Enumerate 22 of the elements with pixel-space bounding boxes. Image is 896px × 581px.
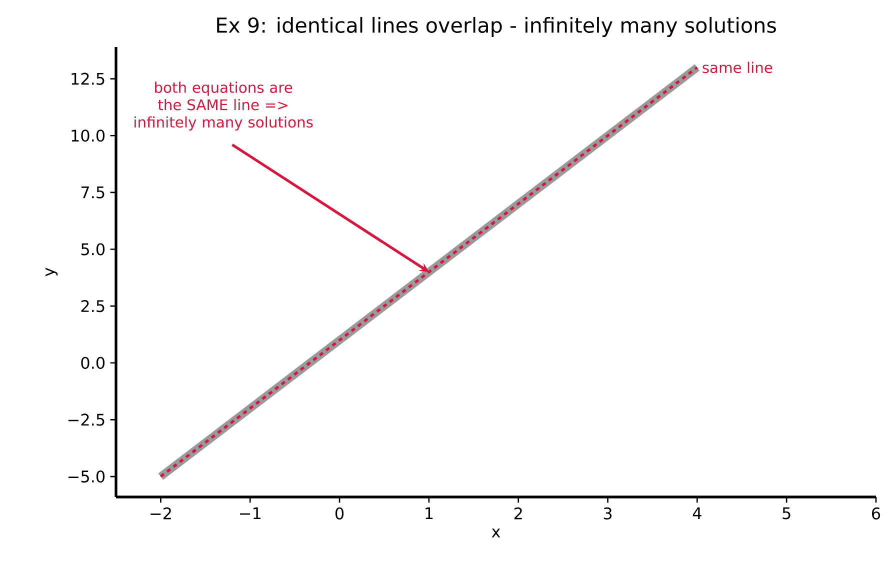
y-tick-label: 5.0 [81, 243, 105, 256]
y-tick-label: 0.0 [81, 356, 105, 369]
x-tick-label: 6 [872, 507, 880, 520]
x-tick-label: 4 [692, 507, 702, 520]
y-tick-label: −5.0 [68, 470, 105, 483]
x-tick-label: 2 [514, 507, 522, 520]
annotation: same line [702, 62, 772, 74]
x-tick-label: −2 [150, 507, 171, 520]
y-tick-label: 2.5 [81, 300, 104, 312]
y-axis-title: y [46, 268, 58, 276]
x-tick-label: 1 [426, 507, 433, 520]
y-tick-label: 7.5 [81, 186, 104, 198]
y-tick-label: −2.5 [68, 414, 104, 426]
x-axis-title: x [492, 528, 500, 538]
x-tick-label: 3 [604, 507, 612, 520]
y-tick-label: 10.0 [72, 130, 105, 142]
x-tick-label: 0 [335, 507, 344, 520]
x-tick-label: 5 [782, 507, 790, 520]
x-tick-label: −1 [240, 507, 260, 520]
annotation: both equations are the SAME line => infinitely many solutions [134, 82, 313, 131]
y-tick-label: 12.5 [72, 72, 104, 85]
chart-title: Ex 9: identical lines overlap - infinitely many solutions [217, 16, 776, 37]
